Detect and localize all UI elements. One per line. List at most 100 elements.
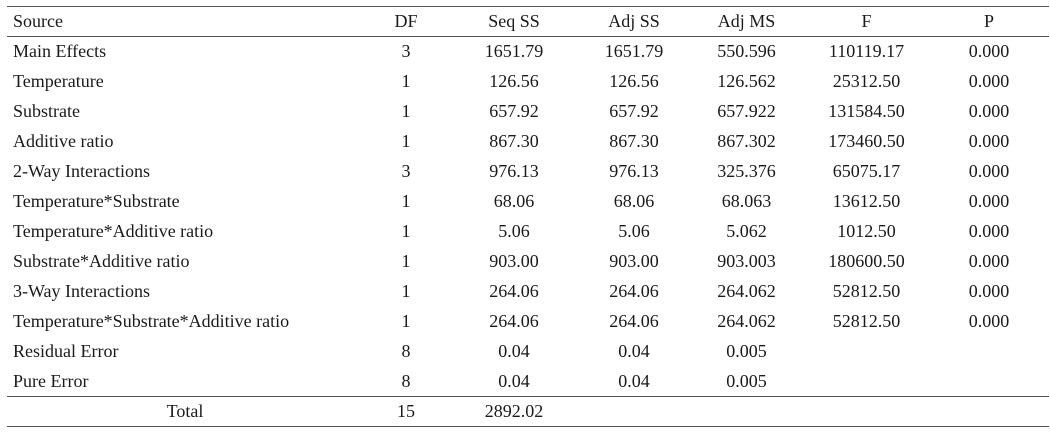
cell-adj-ms: 550.596 (717, 41, 776, 62)
table-row: Temperature*Substrate*Additive ratio 1 264… (7, 307, 1049, 337)
cell-df: 1 (401, 101, 411, 121)
cell-f (804, 337, 929, 367)
cell-df: 1 (401, 71, 411, 91)
cell-p: 0.000 (968, 41, 1010, 62)
cell-seq-ss: 126.56 (489, 71, 539, 91)
cell-adj-ss: 0.04 (618, 370, 650, 391)
total-row: Total 15 2892.02 (7, 396, 1049, 427)
cell-f: 65075.17 (832, 161, 901, 181)
cell-source: Temperature (13, 71, 104, 91)
cell-p: 0.000 (968, 311, 1010, 331)
cell-adj-ss: 1651.79 (604, 41, 664, 62)
cell-df: 1 (401, 131, 411, 151)
table-row: 3-Way Interactions 1 264.06 264.06 264.062 52… (7, 277, 1049, 307)
cell-p: 0.000 (968, 191, 1010, 211)
cell-seq-ss: 0.04 (498, 370, 530, 391)
cell-adj-ss: 867.30 (609, 131, 659, 151)
cell-df: 1 (401, 281, 411, 301)
cell-p: 0.000 (968, 101, 1010, 121)
cell-f: 1012.50 (837, 221, 896, 241)
header-source: Source (7, 6, 363, 37)
header-adj-ms: Adj MS (689, 6, 804, 37)
cell-f: 52812.50 (832, 311, 901, 331)
cell-df: 3 (401, 161, 411, 181)
cell-adj-ms: 903.003 (717, 251, 776, 271)
cell-adj-ss: 264.06 (609, 311, 659, 331)
cell-f: 110119.17 (828, 41, 905, 62)
cell-seq-ss: 0.04 (498, 341, 530, 361)
cell-f: 52812.50 (832, 281, 901, 301)
cell-seq-ss: 5.06 (498, 221, 530, 241)
cell-adj-ss: 903.00 (609, 251, 659, 271)
cell-adj-ss: 657.92 (609, 101, 659, 121)
cell-df: 1 (401, 191, 411, 211)
anova-table-container: Source DF Seq SS Adj SS Adj MS F P Main … (7, 6, 1049, 427)
cell-source: Substrate*Additive ratio (13, 251, 190, 271)
table-row: Substrate 1 657.92 657.92 657.922 131584.50 0.… (7, 97, 1049, 127)
table-body: Main Effects 3 1651.79 1651.79 550.596 110119… (7, 37, 1049, 427)
cell-source: 2-Way Interactions (13, 161, 150, 181)
cell-df: 1 (401, 251, 411, 271)
cell-seq-ss: 68.06 (493, 191, 535, 211)
total-adj-ms (689, 396, 804, 427)
cell-p (929, 337, 1049, 367)
table-row: 2-Way Interactions 3 976.13 976.13 325.376 65… (7, 157, 1049, 187)
total-p (929, 396, 1049, 427)
cell-df: 8 (401, 341, 411, 361)
table-row: Residual Error 8 0.04 0.04 0.005 (7, 337, 1049, 367)
total-df: 15 (363, 396, 449, 427)
cell-source: Pure Error (13, 370, 89, 391)
cell-p: 0.000 (968, 281, 1010, 301)
cell-seq-ss: 903.00 (489, 251, 539, 271)
cell-seq-ss: 657.92 (489, 101, 539, 121)
cell-df: 8 (401, 370, 411, 391)
cell-p: 0.000 (968, 221, 1010, 241)
cell-adj-ms: 264.062 (717, 311, 776, 331)
total-seq-ss: 2892.02 (449, 396, 579, 427)
table-row: Pure Error 8 0.04 0.04 0.005 (7, 367, 1049, 397)
total-label: Total (7, 396, 363, 427)
cell-seq-ss: 1651.79 (484, 41, 544, 62)
cell-f: 13612.50 (832, 191, 901, 211)
cell-source: Temperature*Substrate (13, 191, 180, 211)
header-adj-ss: Adj SS (579, 6, 689, 37)
cell-source: Substrate (13, 101, 80, 121)
header-row: Source DF Seq SS Adj SS Adj MS F P (7, 6, 1049, 37)
cell-adj-ms: 68.063 (721, 191, 772, 211)
cell-seq-ss: 976.13 (489, 161, 539, 181)
cell-p (929, 367, 1049, 397)
cell-adj-ms: 867.302 (717, 131, 776, 151)
header-p: P (929, 6, 1049, 37)
cell-df: 1 (401, 221, 411, 241)
cell-df: 3 (401, 41, 411, 62)
table-row: Temperature 1 126.56 126.56 126.562 25312.50 0… (7, 67, 1049, 97)
cell-p: 0.000 (968, 71, 1010, 91)
cell-f: 180600.50 (828, 251, 905, 271)
cell-source: Temperature*Substrate*Additive ratio (13, 311, 290, 331)
total-adj-ss (579, 396, 689, 427)
cell-adj-ss: 68.06 (613, 191, 655, 211)
cell-adj-ss: 126.56 (609, 71, 659, 91)
cell-seq-ss: 264.06 (489, 311, 539, 331)
header-seq-ss: Seq SS (449, 6, 579, 37)
cell-f: 131584.50 (828, 101, 905, 121)
cell-seq-ss: 264.06 (489, 281, 539, 301)
cell-p: 0.000 (968, 251, 1010, 271)
cell-f: 173460.50 (828, 131, 905, 151)
cell-adj-ms: 0.005 (726, 370, 767, 391)
cell-source: Temperature*Additive ratio (13, 221, 214, 241)
table-row: Temperature*Additive ratio 1 5.06 5.06 5.062… (7, 217, 1049, 247)
table-row: Additive ratio 1 867.30 867.30 867.302 173460… (7, 127, 1049, 157)
cell-adj-ms: 126.562 (717, 71, 776, 91)
total-f (804, 396, 929, 427)
cell-adj-ss: 0.04 (618, 341, 650, 361)
cell-adj-ms: 325.376 (717, 161, 776, 181)
cell-source: Residual Error (13, 341, 119, 361)
table-row: Main Effects 3 1651.79 1651.79 550.596 110119… (7, 37, 1049, 67)
cell-adj-ms: 657.922 (717, 101, 776, 121)
table-row: Temperature*Substrate 1 68.06 68.06 68.063 13… (7, 187, 1049, 217)
cell-adj-ms: 5.062 (726, 221, 767, 241)
cell-source: 3-Way Interactions (13, 281, 150, 301)
cell-f (804, 367, 929, 397)
cell-seq-ss: 867.30 (489, 131, 539, 151)
